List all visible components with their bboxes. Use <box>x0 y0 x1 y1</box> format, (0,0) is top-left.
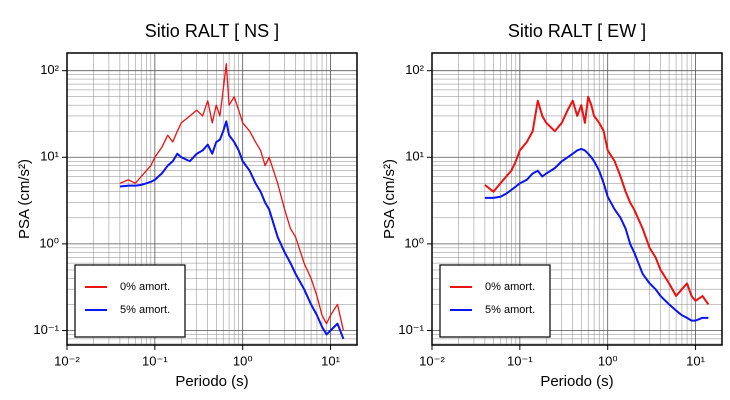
x-tick-label: 10⁻² <box>54 353 80 368</box>
series-line <box>119 120 345 340</box>
x-tick-label: 10⁰ <box>598 353 618 368</box>
y-tick-label: 10⁰ <box>39 235 59 250</box>
plot-frame <box>66 52 358 346</box>
legend-box <box>439 264 551 338</box>
y-tick-label: 10⁻¹ <box>33 322 59 337</box>
y-tick-label: 10⁻¹ <box>398 322 424 337</box>
y-axis-label: PSA (cm/s²) <box>381 159 398 239</box>
y-tick-label: 10¹ <box>40 149 59 164</box>
y-tick-label: 10⁰ <box>404 235 424 250</box>
y-axis-label: PSA (cm/s²) <box>16 159 33 239</box>
y-tick-label: 10² <box>405 62 424 77</box>
x-tick-label: 10⁻² <box>419 353 445 368</box>
legend: 0% amort. 5% amort. <box>74 264 186 338</box>
legend-label: 0% amort. <box>485 281 535 293</box>
series-line <box>484 95 710 305</box>
chart-title: Sitio RALT [ EW ] <box>508 21 646 41</box>
x-tick-label: 10⁰ <box>233 353 253 368</box>
x-tick-label: 10¹ <box>321 353 340 368</box>
legend-label: 0% amort. <box>120 281 170 293</box>
x-axis-label: Periodo (s) <box>175 373 248 390</box>
y-tick-label: 10² <box>40 62 59 77</box>
y-tick-label: 10¹ <box>405 149 424 164</box>
legend-box <box>74 264 186 338</box>
series-line <box>119 63 345 331</box>
x-tick-label: 10¹ <box>686 353 705 368</box>
series-line <box>484 147 709 322</box>
legend-label: 5% amort. <box>120 304 170 316</box>
legend-label: 5% amort. <box>485 304 535 316</box>
x-tick-label: 10⁻¹ <box>142 353 168 368</box>
x-tick-label: 10⁻¹ <box>507 353 533 368</box>
legend: 0% amort. 5% amort. <box>439 264 551 338</box>
chart-title: Sitio RALT [ NS ] <box>145 21 279 41</box>
plot-frame <box>431 52 723 346</box>
x-axis-label: Periodo (s) <box>540 373 613 390</box>
